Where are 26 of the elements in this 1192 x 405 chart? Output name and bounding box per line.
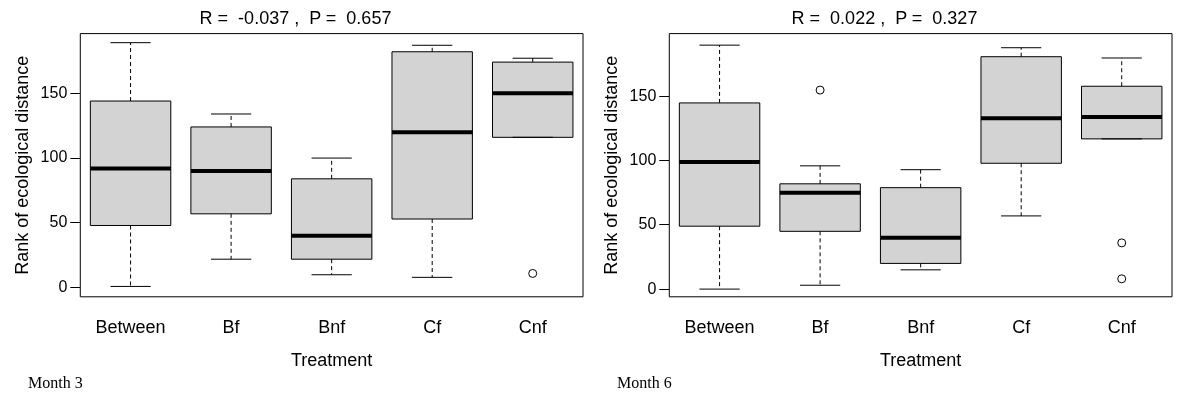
x-axis-title: Treatment [879, 350, 962, 371]
y-axis-title: Rank of ecological distance [11, 55, 32, 275]
y-tick-label: 150 [629, 86, 657, 104]
chart-title: R = 0.022 , P = 0.327 [791, 7, 978, 28]
x-tick-label: Cnf [518, 316, 548, 337]
y-tick-label: 50 [638, 215, 657, 233]
x-tick-label: Cf [423, 316, 443, 337]
y-tick-label: 100 [629, 151, 657, 169]
y-tick-label: 150 [40, 83, 68, 101]
x-tick-label: Bf [811, 316, 830, 337]
y-axis-title: Rank of ecological distance [600, 55, 621, 275]
x-axis-title: Treatment [290, 350, 373, 371]
text: Month 3 [28, 374, 83, 392]
chart-title: R = -0.037 , P = 0.657 [199, 7, 392, 28]
y-tick-label: 0 [647, 279, 657, 297]
y-tick-label: 50 [49, 213, 68, 231]
x-tick-label: Between [95, 316, 166, 337]
y-tick-label: 100 [40, 148, 68, 166]
y-tick-label: 0 [58, 278, 68, 296]
x-tick-label: Bf [222, 316, 241, 337]
x-tick-label: Bnf [907, 316, 936, 337]
x-tick-label: Cf [1012, 316, 1032, 337]
x-tick-label: Bnf [318, 316, 347, 337]
text: Month 6 [617, 374, 672, 392]
x-tick-label: Cnf [1107, 316, 1137, 337]
x-tick-label: Between [684, 316, 755, 337]
